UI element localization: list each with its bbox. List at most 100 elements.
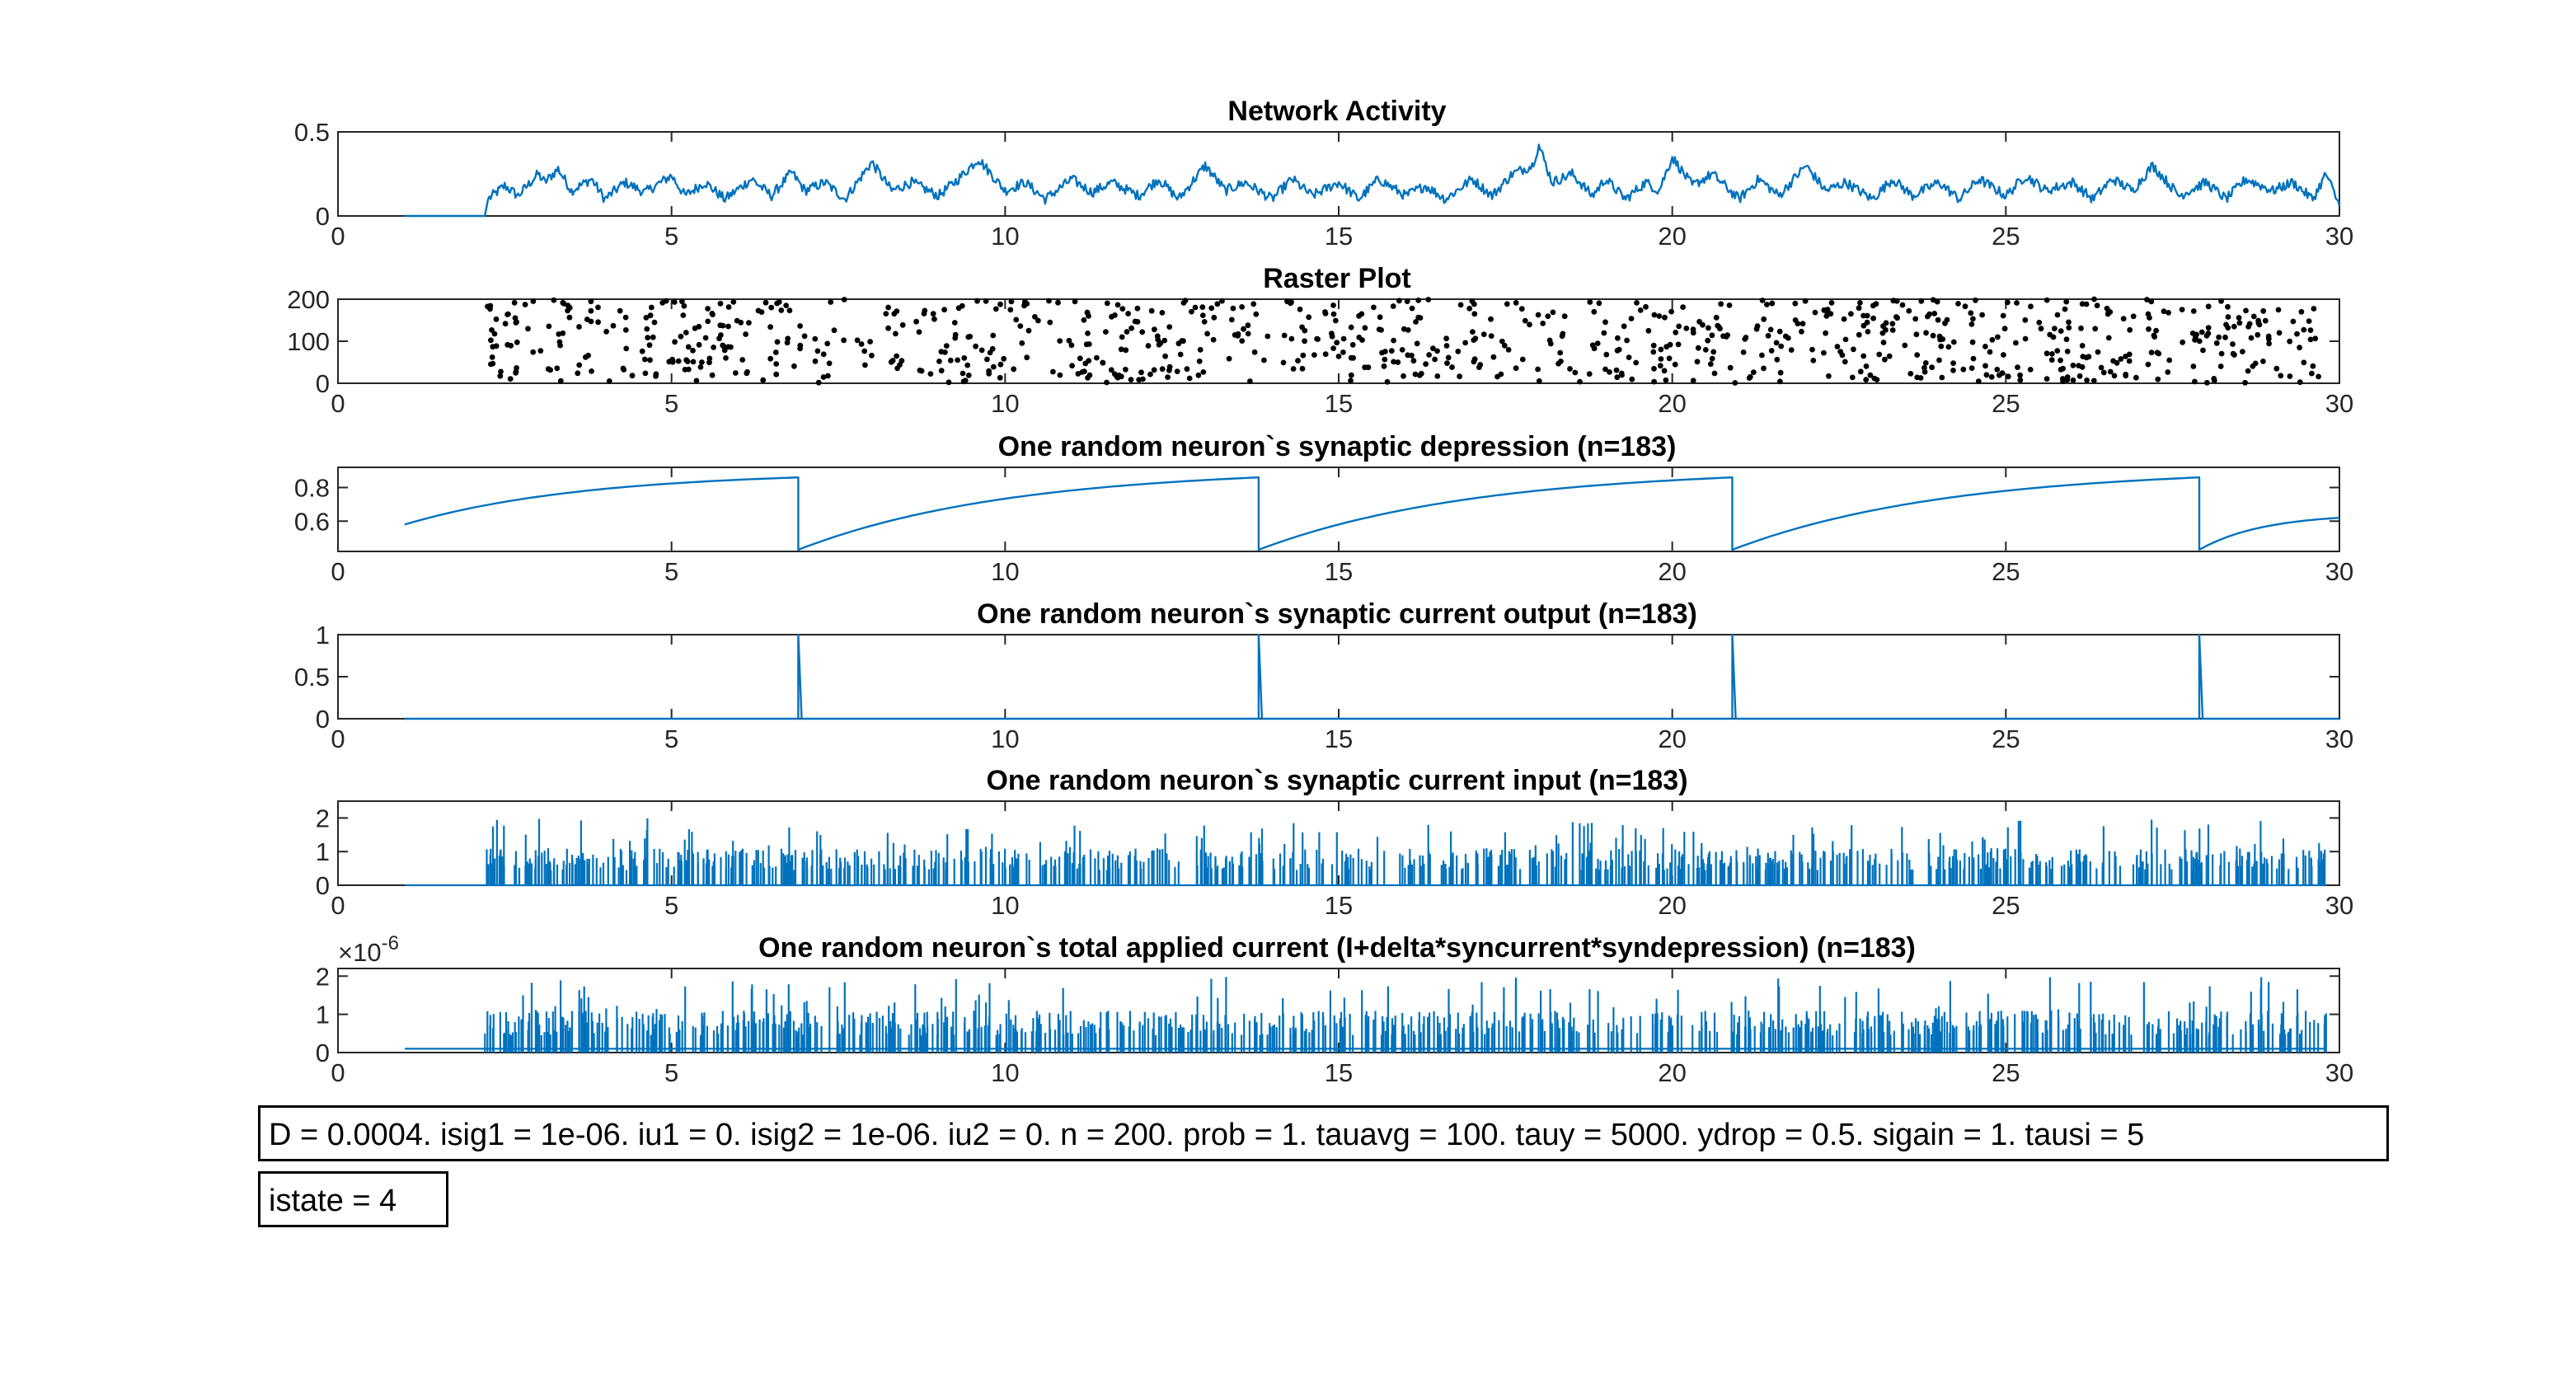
panel-title: One random neuron`s total applied curren… [758,932,1916,964]
raster-spike [1094,354,1100,361]
raster-spike [1196,358,1203,364]
raster-spike [2043,376,2050,382]
raster-spike [1200,369,1207,375]
raster-spike [1180,338,1186,345]
raster-spike [814,348,821,354]
raster-spike [645,335,651,340]
raster-spike [801,333,808,340]
raster-spike [696,323,702,330]
raster-spike [1145,343,1152,349]
raster-spike [511,299,518,306]
x-tick-label: 10 [991,557,1019,586]
raster-spike [588,318,594,325]
raster-spike [1148,307,1155,314]
raster-spike [1425,297,1432,302]
raster-spike [1476,364,1482,370]
raster-spike [1085,375,1091,381]
raster-spike [828,299,834,305]
x-tick-label: 0 [331,222,345,251]
raster-spike [2190,363,2197,369]
raster-spike [720,322,726,329]
raster-spike [797,345,803,352]
raster-spike [1969,339,1976,345]
raster-spike [629,373,636,379]
raster-spike [1893,314,1899,320]
raster-spike [1401,373,1406,379]
raster-spike [1457,373,1462,380]
raster-spike [990,363,997,370]
raster-spike [2060,378,2067,385]
raster-spike [1047,319,1053,326]
raster-spike [1124,329,1130,335]
raster-spike [1057,372,1063,378]
raster-spike [1821,307,1828,313]
raster-spike [1068,342,1075,349]
raster-spike [2151,334,2158,340]
y-tick-label: 0.5 [294,118,330,147]
raster-spike [1192,304,1199,311]
raster-spike [2165,369,2171,375]
raster-spike [778,307,785,313]
raster-spike [861,348,868,354]
raster-spike [947,357,954,363]
raster-spike [1376,326,1382,332]
raster-spike [2307,327,2314,333]
raster-spike [1727,364,1734,371]
raster-spike [2297,345,2303,351]
raster-spike [2110,358,2117,364]
raster-spike [755,307,762,314]
raster-spike [1513,300,1519,306]
raster-spike [1624,337,1630,344]
raster-spike [1634,300,1640,306]
raster-spike [1559,333,1565,340]
raster-spike [2310,363,2316,369]
raster-spike [2043,350,2050,357]
raster-spike [931,316,937,322]
raster-spike [894,308,900,314]
raster-spike [945,379,952,386]
raster-spike [2200,347,2206,354]
raster-spike [962,377,969,384]
raster-spike [897,362,903,368]
raster-spike [1340,335,1347,342]
raster-spike [497,373,504,379]
raster-spike [2290,318,2297,325]
raster-spike [1432,356,1438,363]
raster-spike [1214,301,1221,307]
raster-spike [1882,356,1888,363]
raster-spike [1823,330,1829,336]
raster-spike [1983,372,1990,378]
raster-spike [2278,373,2284,379]
raster-spike [530,298,537,304]
raster-spike [560,299,566,306]
exponent-power: -6 [382,932,399,954]
raster-spike [1128,325,1134,331]
raster-spike [1050,368,1056,375]
raster-spike [1955,301,1961,307]
raster-spike [2213,340,2220,346]
raster-spike [1165,374,1171,380]
raster-spike [723,355,729,361]
raster-spike [1180,300,1187,306]
raster-spike [961,355,968,361]
raster-spike [1876,351,1883,358]
x-tick-label: 25 [1992,222,2020,251]
raster-spike [622,314,629,321]
y-tick-label: 0 [316,369,330,398]
raster-spike [504,312,510,317]
raster-spike [1335,354,1342,359]
raster-spike [2166,357,2173,363]
raster-spike [1626,354,1632,360]
raster-spike [1661,368,1668,374]
raster-spike [1994,366,2001,373]
raster-spike [1195,372,1202,378]
exponent-label: ×10-6 [338,932,399,967]
raster-spike [1567,366,1573,372]
raster-spike [1799,328,1804,335]
raster-spike [1230,305,1236,312]
raster-spike [1865,329,1871,335]
raster-spike [1356,312,1362,319]
raster-spike [1702,347,1709,353]
raster-spike [1498,371,1504,377]
